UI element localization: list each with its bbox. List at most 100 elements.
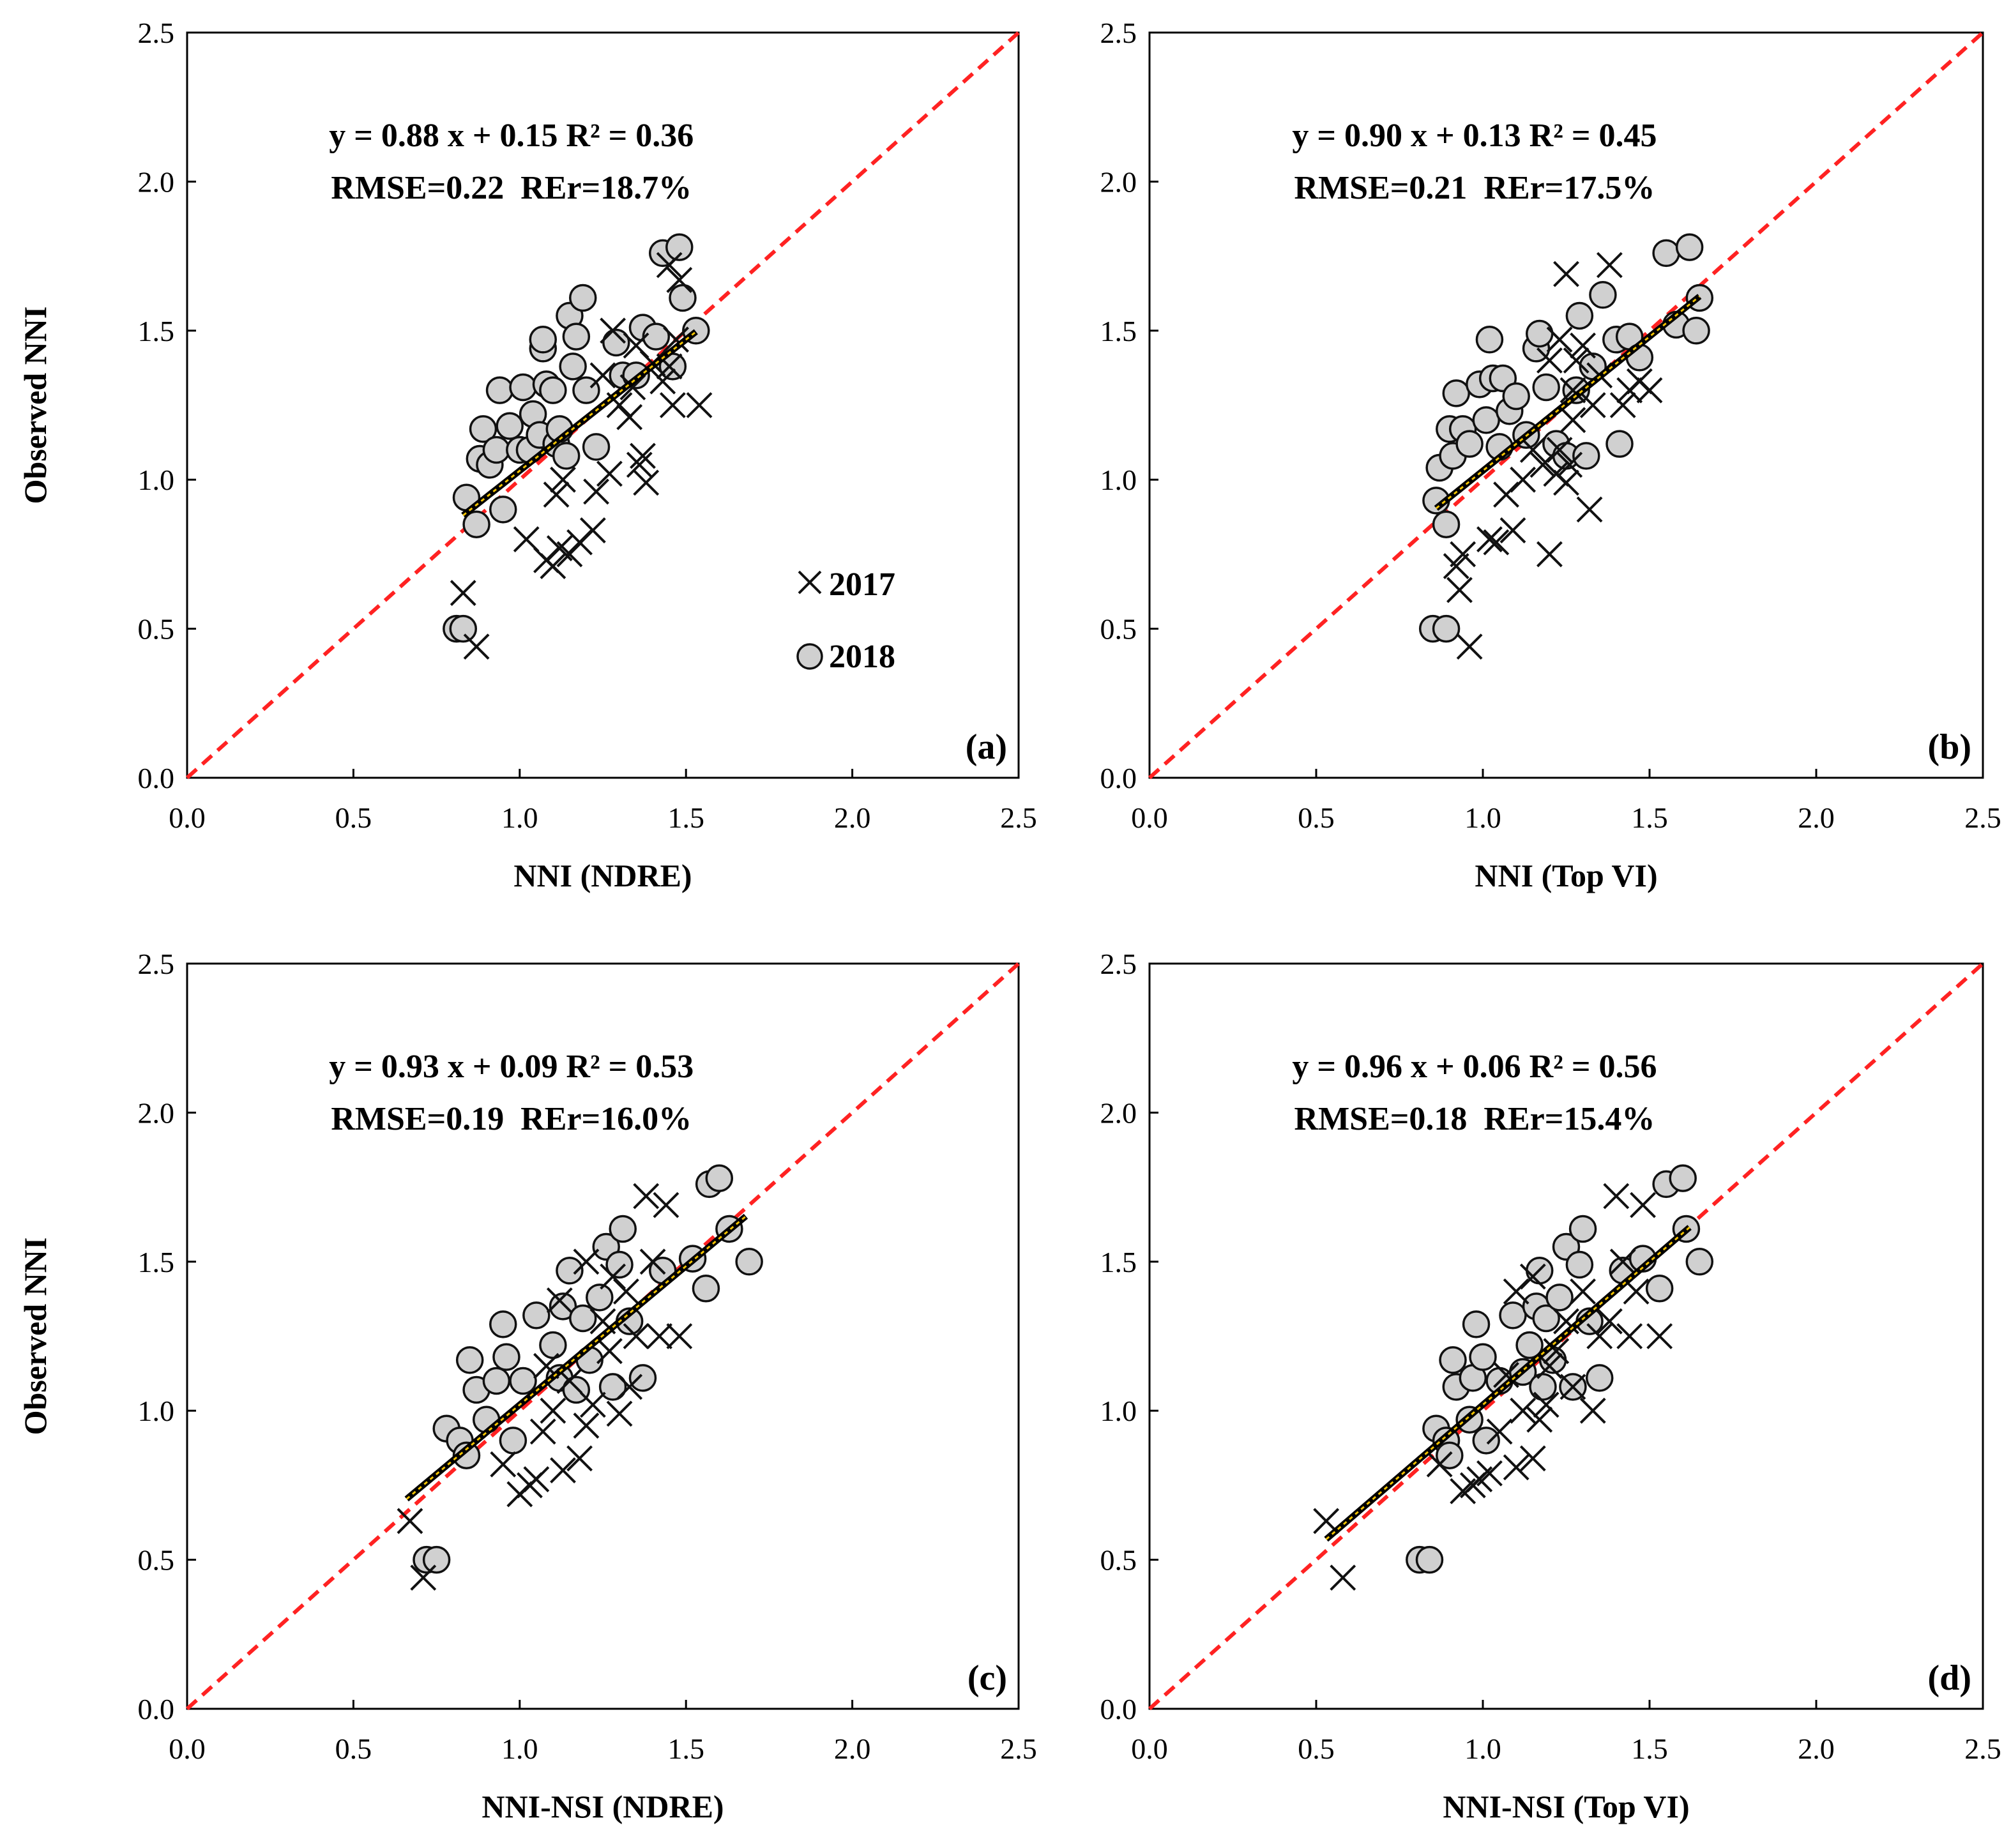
x-axis-label: NNI-NSI (Top VI)	[1443, 1789, 1689, 1824]
point-2018	[1455, 430, 1484, 458]
y-tick-label: 2.5	[1100, 17, 1137, 49]
point-2017-stroke	[1553, 469, 1579, 496]
point-2017	[656, 252, 683, 278]
point-2017	[616, 404, 643, 430]
point-2017	[659, 392, 686, 418]
y-tick-label: 1.5	[138, 1246, 175, 1278]
x-tick-label: 1.0	[501, 801, 538, 834]
point-2018	[452, 1441, 481, 1469]
panel-d: 0.0 0.5 1.0 1.5 2.0 2.5 0.0 0.5 1.0 1.5 2.0 2.5 y = …	[1100, 948, 2001, 1824]
point-2017	[1553, 261, 1579, 287]
point-2017-stroke	[623, 332, 649, 359]
x-tick-label: 2.0	[1798, 1732, 1835, 1765]
point-2017	[623, 332, 649, 359]
point-2017-stroke	[1623, 1278, 1650, 1305]
point-2017	[1570, 332, 1597, 359]
point-2018	[1685, 1248, 1714, 1276]
point-2017-stroke	[686, 392, 713, 418]
point-2017	[540, 553, 566, 579]
y-tick-label: 1.5	[1100, 1246, 1137, 1278]
y-tick-label: 2.0	[138, 165, 175, 198]
point-2017	[633, 469, 660, 496]
y-tick-label: 0.5	[138, 613, 175, 646]
legend-marker-stroke	[798, 570, 822, 595]
regression-equation: y = 0.93 x + 0.09 R² = 0.53	[329, 1049, 694, 1085]
point-2017-stroke	[1330, 1564, 1356, 1591]
point-2018	[1585, 1364, 1614, 1392]
point-2017	[1476, 526, 1503, 552]
point-2017	[1499, 517, 1526, 543]
x-tick-label: 0.0	[1131, 1732, 1168, 1765]
point-2017-stroke	[1526, 1406, 1553, 1433]
x-axis-label: NNI-NSI (NDRE)	[482, 1789, 724, 1824]
plot-frame	[186, 962, 1020, 1710]
point-2018	[1669, 1164, 1697, 1192]
point-2018	[1469, 1343, 1497, 1371]
point-2017	[1510, 1397, 1537, 1424]
point-2018	[562, 322, 591, 351]
point-2017-stroke	[1536, 347, 1563, 374]
y-tick-label: 2.0	[1100, 1096, 1137, 1129]
point-2017-stroke	[1559, 1374, 1586, 1400]
point-2017	[633, 1183, 660, 1209]
x-tick-label: 0.5	[335, 801, 372, 834]
point-2018	[492, 1343, 520, 1371]
point-2018	[455, 1346, 484, 1374]
plot-frame	[1148, 962, 1984, 1710]
y-tick-label: 0.5	[1100, 1544, 1137, 1577]
point-2017	[626, 451, 653, 478]
point-2017	[550, 1457, 576, 1483]
point-2017-stroke	[1616, 1323, 1643, 1349]
point-2018	[1432, 510, 1461, 538]
point-2017-stroke	[616, 404, 643, 430]
point-2017	[490, 1451, 517, 1478]
point-2017	[1576, 496, 1603, 523]
point-2018	[692, 1275, 720, 1303]
point-2018	[485, 376, 514, 404]
point-2017	[1536, 541, 1563, 568]
point-2017-stroke	[1576, 496, 1603, 523]
point-2017	[1446, 577, 1473, 603]
regression-equation: y = 0.88 x + 0.15 R² = 0.36	[329, 117, 694, 154]
point-2017-stroke	[546, 535, 573, 561]
point-2017-stroke	[1563, 347, 1590, 374]
panel-label: (d)	[1928, 1658, 1971, 1698]
point-2017	[653, 1192, 679, 1218]
point-2017-stroke	[1536, 1352, 1563, 1379]
point-2017	[1559, 1374, 1586, 1400]
point-2017	[513, 526, 540, 552]
point-2018	[569, 1304, 597, 1333]
regression-line-dash	[1435, 295, 1701, 510]
point-2017	[579, 1391, 606, 1418]
point-2017-stroke	[1546, 437, 1573, 463]
panel-label: (b)	[1928, 727, 1971, 767]
legend: 2017 2018	[796, 566, 895, 675]
point-2018	[628, 1364, 657, 1392]
point-2017-stroke	[653, 1192, 679, 1218]
x-tick-label: 0.5	[1298, 1732, 1335, 1765]
point-2018	[1442, 379, 1470, 407]
point-2017-stroke	[1536, 541, 1563, 568]
data-points	[1418, 233, 1714, 660]
point-2018	[539, 376, 567, 404]
point-2018	[569, 284, 597, 312]
point-2017-stroke	[623, 1323, 649, 1349]
point-2017-stroke	[1426, 1451, 1453, 1478]
point-2017-stroke	[1609, 392, 1636, 418]
point-2017-stroke	[1543, 1338, 1570, 1365]
point-2017-stroke	[529, 1418, 556, 1445]
x-tick-label: 2.5	[1000, 801, 1037, 834]
point-2017-stroke	[649, 368, 676, 395]
point-2017-stroke	[513, 526, 540, 552]
point-2017	[600, 1263, 626, 1290]
x-tick-label: 2.0	[834, 801, 871, 834]
point-2017	[1609, 392, 1636, 418]
point-2017-stroke	[1510, 1397, 1537, 1424]
point-2017-stroke	[550, 1457, 576, 1483]
point-2017-stroke	[397, 1508, 423, 1534]
x-tick-label: 1.5	[1631, 1732, 1668, 1765]
y-tick-label: 0.0	[1100, 762, 1137, 794]
point-2017	[1443, 553, 1469, 579]
point-2018	[496, 412, 524, 440]
